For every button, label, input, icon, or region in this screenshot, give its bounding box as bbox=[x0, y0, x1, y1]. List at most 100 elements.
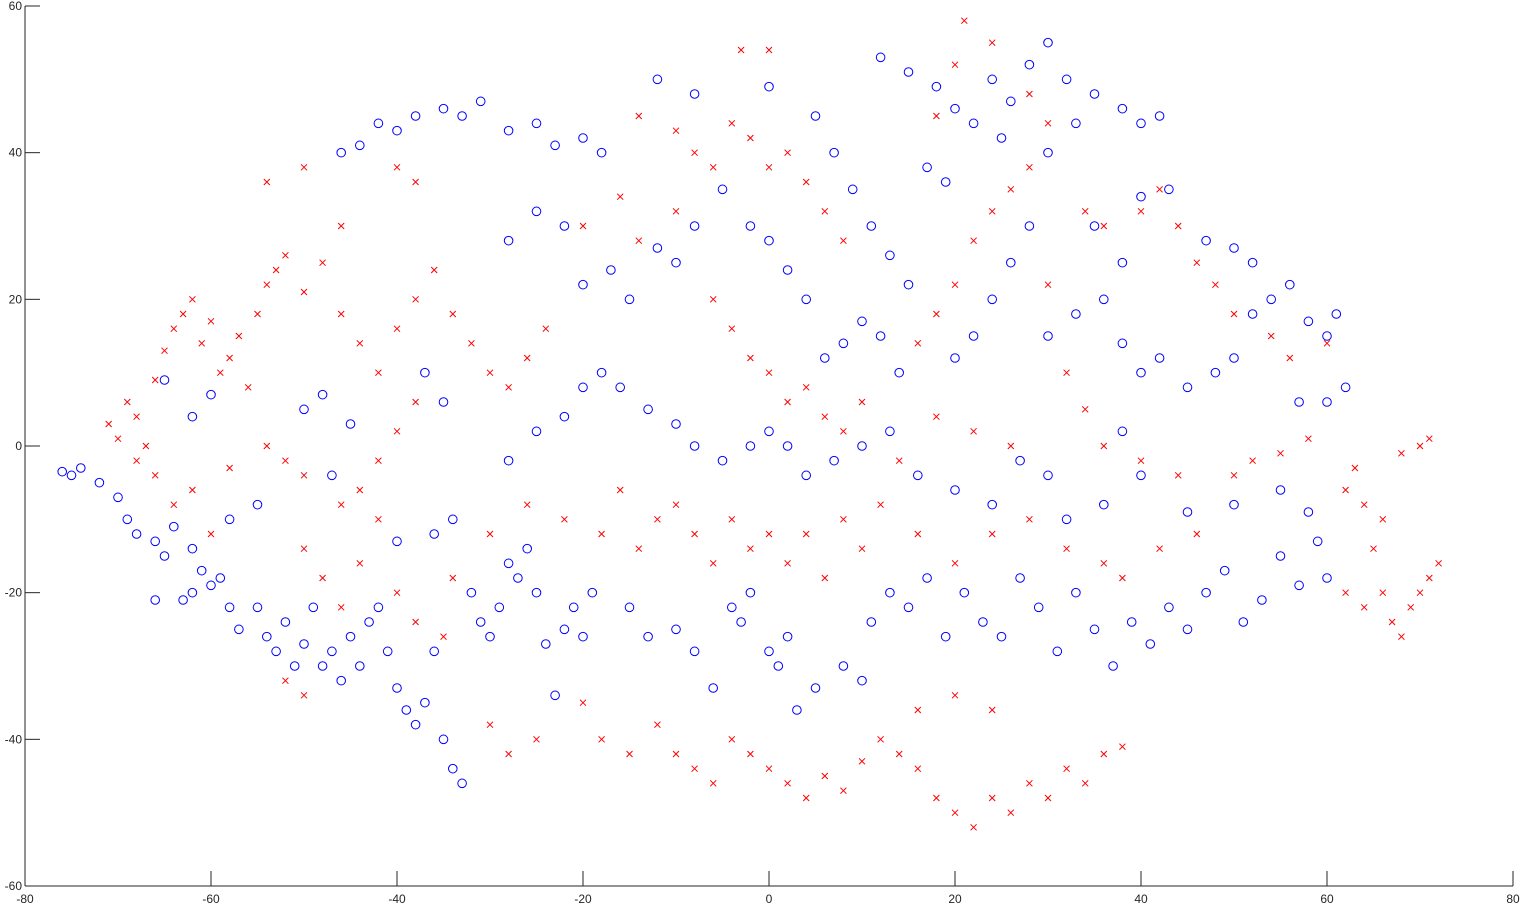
data-point-circle bbox=[1006, 96, 1016, 107]
y-tick-label: 0 bbox=[15, 439, 22, 453]
data-point-circle bbox=[578, 279, 588, 290]
data-point-circle bbox=[1247, 257, 1258, 268]
data-point-x bbox=[1081, 779, 1089, 787]
data-point-x bbox=[282, 457, 289, 465]
data-point-circle bbox=[1136, 367, 1146, 378]
data-point-circle bbox=[1136, 470, 1146, 481]
data-point-x bbox=[375, 369, 382, 377]
data-point-x bbox=[895, 750, 903, 758]
data-point-circle bbox=[559, 624, 570, 635]
x-tick-label: 60 bbox=[1320, 892, 1334, 906]
data-point-circle bbox=[299, 639, 309, 649]
data-point-x bbox=[1425, 574, 1433, 582]
data-point-x bbox=[914, 339, 922, 347]
data-point-circle bbox=[1043, 37, 1053, 48]
data-point-circle bbox=[280, 617, 291, 627]
data-point-x bbox=[1370, 545, 1377, 553]
data-point-x bbox=[747, 545, 754, 553]
data-point-x bbox=[691, 530, 698, 538]
data-point-x bbox=[1044, 281, 1052, 289]
data-point-x bbox=[709, 559, 717, 567]
data-point-x bbox=[784, 149, 791, 157]
data-point-x bbox=[1277, 449, 1284, 457]
data-point-x bbox=[951, 559, 959, 567]
data-point-x bbox=[1174, 471, 1182, 479]
data-point-x bbox=[1100, 442, 1108, 450]
data-point-circle bbox=[782, 441, 793, 451]
data-point-x bbox=[1379, 515, 1387, 523]
data-point-circle bbox=[475, 617, 486, 627]
data-point-circle bbox=[420, 697, 430, 708]
data-point-x bbox=[337, 310, 345, 318]
data-point-x bbox=[1063, 545, 1070, 553]
series-class-x bbox=[105, 17, 1442, 831]
data-point-x bbox=[1044, 119, 1052, 127]
data-point-circle bbox=[885, 426, 895, 437]
data-point-circle bbox=[1303, 507, 1314, 517]
data-point-x bbox=[300, 288, 308, 296]
data-point-x bbox=[1119, 574, 1126, 582]
data-point-x bbox=[709, 163, 717, 171]
data-point-circle bbox=[950, 103, 960, 114]
data-point-circle bbox=[578, 133, 588, 143]
data-point-circle bbox=[466, 587, 477, 598]
data-point-x bbox=[970, 823, 977, 831]
data-point-circle bbox=[940, 177, 951, 187]
data-point-circle bbox=[987, 74, 998, 85]
data-point-x bbox=[356, 559, 364, 567]
y-tick-label: 60 bbox=[9, 0, 23, 13]
data-point-circle bbox=[317, 661, 328, 671]
data-point-circle bbox=[1117, 257, 1128, 268]
data-point-x bbox=[598, 530, 605, 538]
data-point-x bbox=[709, 295, 717, 303]
data-point-circle bbox=[1043, 147, 1053, 158]
data-point-circle bbox=[875, 331, 886, 341]
data-point-circle bbox=[1303, 316, 1314, 327]
data-point-circle bbox=[327, 470, 337, 481]
data-point-circle bbox=[745, 587, 756, 598]
data-point-circle bbox=[1089, 221, 1100, 231]
data-point-circle bbox=[624, 294, 635, 305]
data-point-x bbox=[254, 310, 261, 318]
data-point-x bbox=[970, 427, 977, 435]
data-point-circle bbox=[903, 602, 914, 613]
data-point-circle bbox=[355, 661, 365, 671]
data-point-circle bbox=[438, 103, 449, 114]
data-point-circle bbox=[457, 778, 467, 789]
y-ticks: -60 -40 -20 0 20 40 60 bbox=[5, 0, 40, 893]
data-point-x bbox=[300, 545, 308, 553]
x-tick-label: -40 bbox=[388, 892, 406, 906]
data-point-x bbox=[1119, 743, 1126, 751]
data-point-circle bbox=[801, 470, 812, 481]
data-point-x bbox=[951, 691, 959, 699]
data-point-circle bbox=[792, 705, 802, 715]
data-point-circle bbox=[76, 463, 86, 473]
data-point-circle bbox=[903, 67, 914, 77]
data-point-x bbox=[821, 772, 829, 780]
data-point-x bbox=[1007, 809, 1015, 817]
data-point-circle bbox=[857, 441, 867, 451]
data-point-circle bbox=[1322, 573, 1332, 583]
data-point-x bbox=[170, 501, 178, 509]
x-tick-label: -60 bbox=[202, 892, 220, 906]
data-point-circle bbox=[1182, 382, 1193, 393]
data-point-circle bbox=[1257, 595, 1267, 605]
data-point-x bbox=[412, 178, 419, 186]
data-point-circle bbox=[1266, 294, 1276, 305]
data-point-circle bbox=[708, 683, 719, 693]
data-point-circle bbox=[596, 147, 607, 158]
data-point-x bbox=[505, 750, 512, 758]
data-point-x bbox=[691, 149, 698, 157]
data-point-circle bbox=[392, 125, 402, 136]
data-point-circle bbox=[866, 221, 877, 231]
data-point-circle bbox=[652, 74, 663, 85]
data-point-circle bbox=[829, 147, 839, 158]
data-point-x bbox=[337, 222, 345, 230]
data-point-circle bbox=[838, 661, 849, 671]
data-point-x bbox=[672, 127, 680, 135]
data-point-x bbox=[337, 501, 345, 509]
data-point-circle bbox=[931, 81, 942, 92]
data-point-x bbox=[468, 339, 475, 347]
data-point-circle bbox=[1219, 565, 1230, 576]
data-point-x bbox=[1063, 765, 1070, 773]
